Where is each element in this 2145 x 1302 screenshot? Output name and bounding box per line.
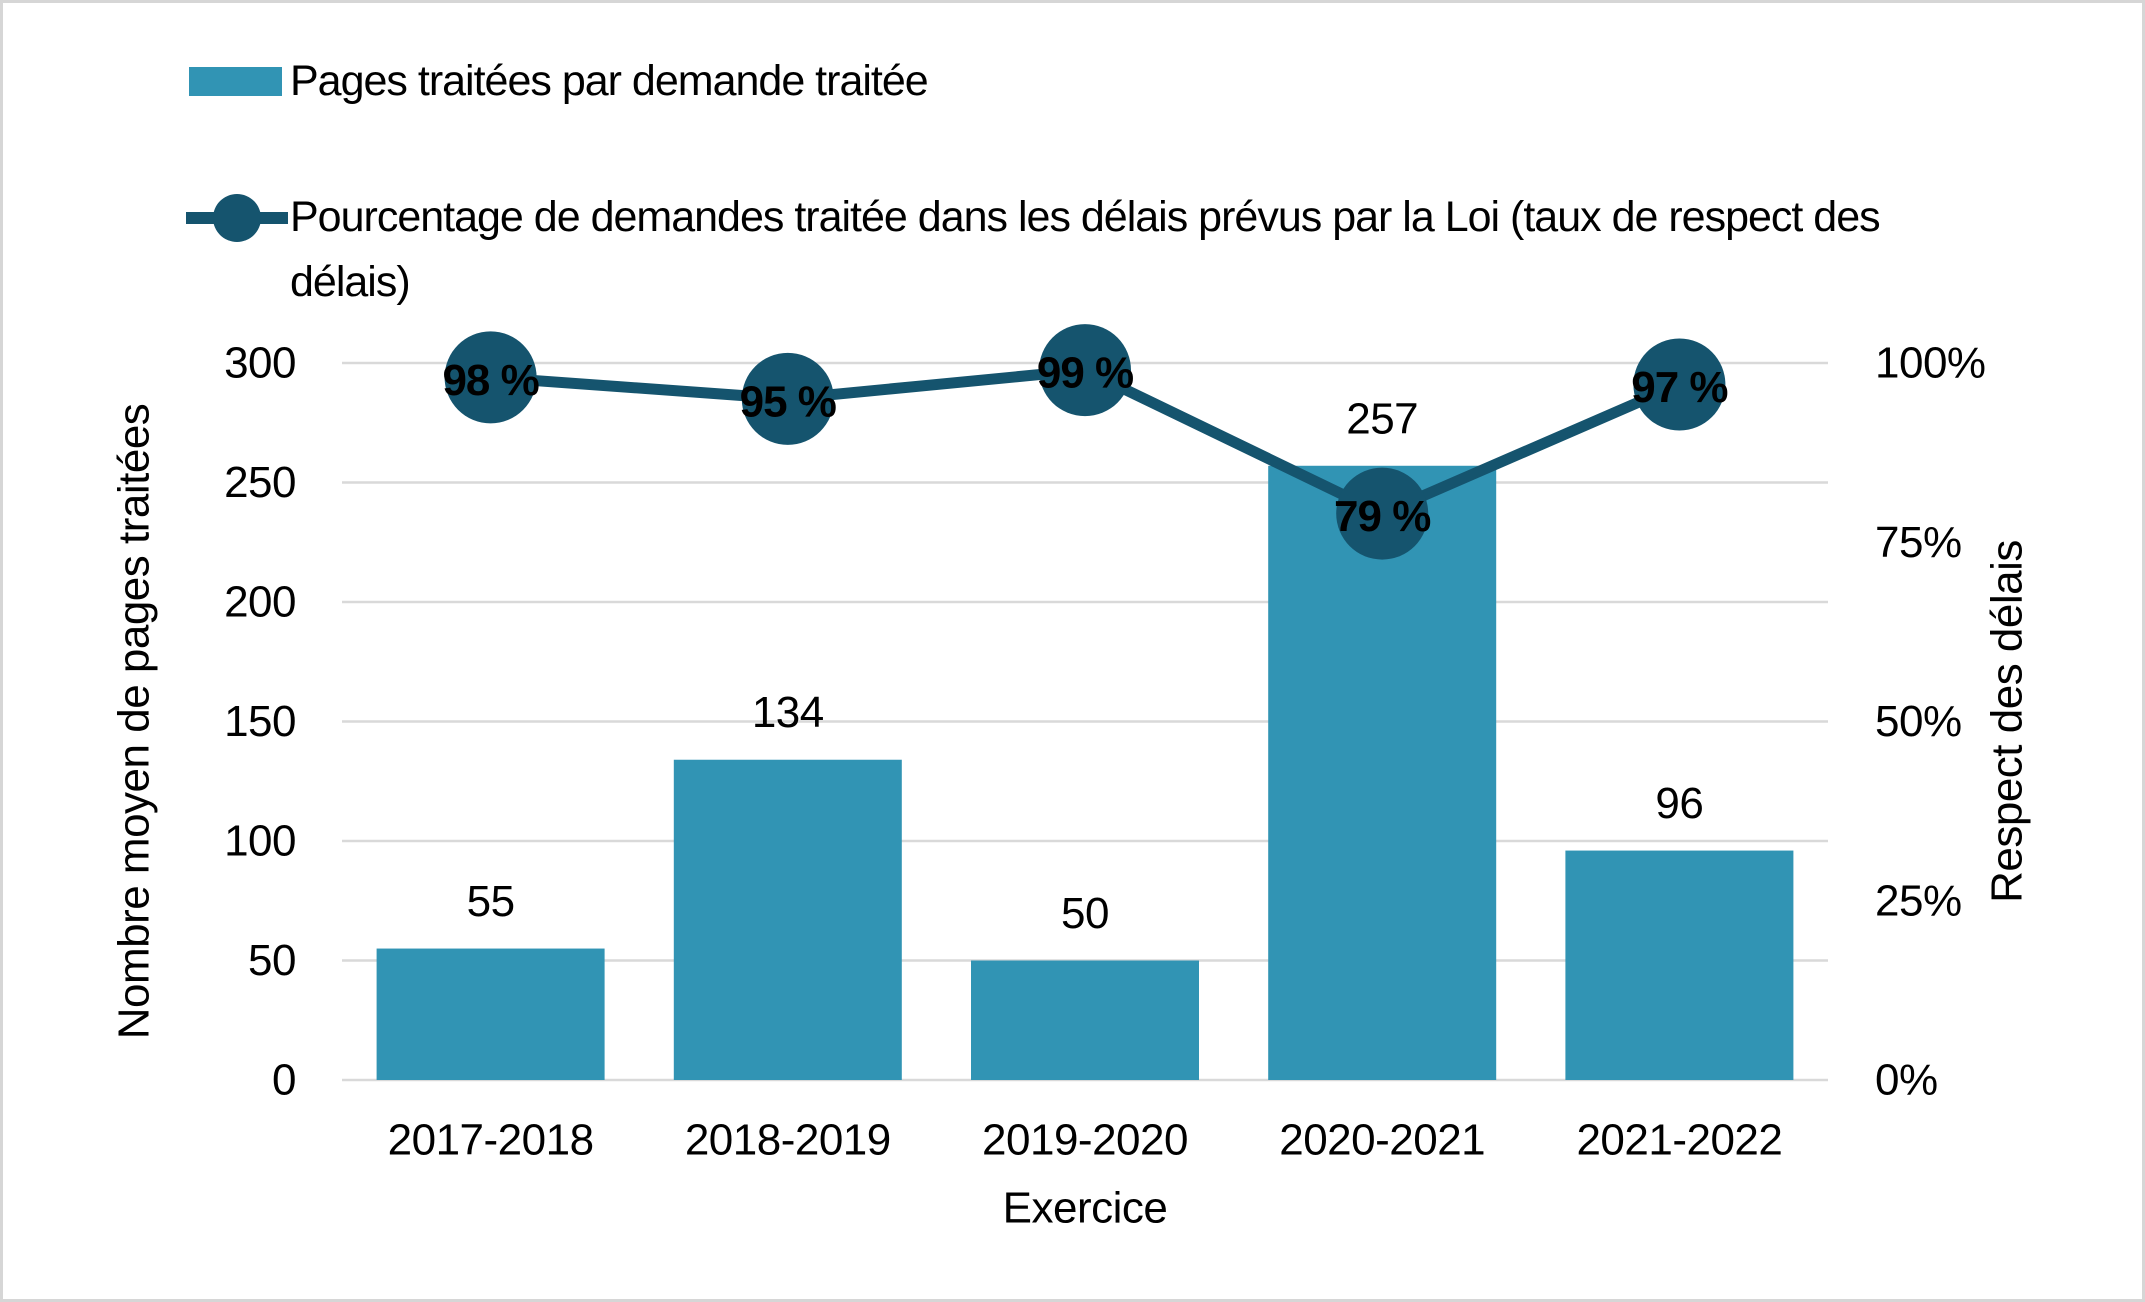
bar-2020-2021 xyxy=(1268,465,1497,1080)
left-axis-tick-label: 300 xyxy=(224,339,296,388)
bar-2019-2020 xyxy=(971,960,1199,1080)
marker-value-label: 99 % xyxy=(1037,349,1133,398)
bar-value-label: 134 xyxy=(752,688,824,737)
right-axis-title: Respect des délais xyxy=(1983,540,2032,903)
marker-value-label: 79 % xyxy=(1334,492,1430,541)
bar-2017-2018 xyxy=(376,948,605,1080)
left-axis-title: Nombre moyen de pages traitées xyxy=(110,404,159,1040)
x-axis-category-label: 2018-2019 xyxy=(685,1116,891,1165)
left-axis-tick-label: 150 xyxy=(224,697,296,746)
combo-chart: 0 50 100 150 200 250 300 0% 25% 50% 75% 100% 55 134 50… xyxy=(110,324,2032,1233)
bar-value-label: 257 xyxy=(1346,394,1418,443)
line-marker-2019-2020 xyxy=(1039,324,1131,417)
right-axis-tick-label: 50% xyxy=(1875,697,1962,746)
legend-line-label-line2: délais) xyxy=(290,257,411,306)
right-axis-tick-label: 100% xyxy=(1875,339,1986,388)
right-axis-tick-label: 0% xyxy=(1875,1056,1938,1105)
line-marker-2018-2019 xyxy=(741,352,834,445)
bar-2018-2019 xyxy=(673,759,902,1080)
marker-value-label: 97 % xyxy=(1631,363,1727,412)
marker-value-label: 95 % xyxy=(740,377,836,426)
line-marker-circle xyxy=(213,194,261,242)
line-marker-2017-2018 xyxy=(444,331,537,424)
right-axis-tick-label: 25% xyxy=(1875,876,1962,925)
x-axis-category-label: 2019-2020 xyxy=(982,1116,1188,1165)
left-axis-tick-label: 100 xyxy=(224,817,296,866)
x-axis-category-label: 2020-2021 xyxy=(1279,1116,1485,1165)
legend-item-bars: Pages traitées par demande traitée xyxy=(189,49,929,114)
legend-line-label-line1: Pourcentage de demandes traitée dans les… xyxy=(290,193,1881,241)
marker-value-label: 98 % xyxy=(442,356,538,405)
line-marker-2020-2021 xyxy=(1336,467,1429,560)
x-axis-category-label: 2021-2022 xyxy=(1576,1116,1782,1165)
bar-value-label: 96 xyxy=(1655,779,1703,828)
legend-line-label: Pourcentage de demandes traitée dans les… xyxy=(290,185,1881,314)
bar-value-label: 50 xyxy=(1061,889,1109,938)
left-axis-tick-label: 50 xyxy=(248,936,296,985)
bar-series-swatch-icon xyxy=(189,66,282,96)
legend-bar-label: Pages traitées par demande traitée xyxy=(290,57,929,105)
left-axis-tick-label: 0 xyxy=(272,1056,296,1105)
x-axis-title: Exercice xyxy=(1003,1184,1168,1233)
left-axis-tick-label: 250 xyxy=(224,458,296,507)
x-axis-category-label: 2017-2018 xyxy=(388,1116,594,1165)
left-axis-tick-label: 200 xyxy=(224,578,296,627)
line-marker-2021-2022 xyxy=(1633,338,1726,431)
bar-value-label: 55 xyxy=(467,877,515,926)
right-axis-tick-label: 75% xyxy=(1875,518,1962,567)
bar-2021-2022 xyxy=(1565,850,1794,1080)
line-series-marker-icon xyxy=(186,194,288,242)
